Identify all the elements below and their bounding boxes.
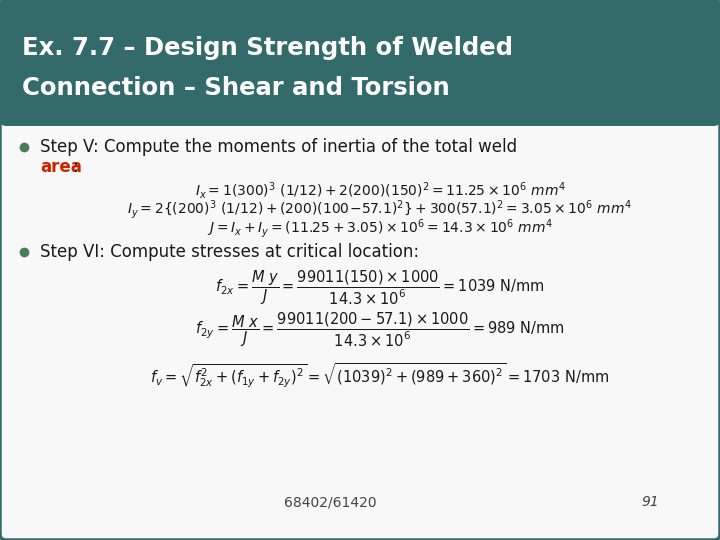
Text: Connection – Shear and Torsion: Connection – Shear and Torsion <box>22 76 450 100</box>
Text: $I_y = 2 \{(200)^3 \ (1/12)+(200)(100\!-\!57.1)^2 \}+ 300(57.1)^2=3.05\times10^6: $I_y = 2 \{(200)^3 \ (1/12)+(200)(100\!-… <box>127 199 633 221</box>
Bar <box>6 105 714 120</box>
Text: :: : <box>73 158 78 176</box>
Text: area: area <box>40 158 82 176</box>
Text: $I_x = 1(300)^3 \ (1/12)+2(200)(150)^2=11.25\times10^6 \ mm^4$: $I_x = 1(300)^3 \ (1/12)+2(200)(150)^2=1… <box>194 179 565 200</box>
Text: 68402/61420: 68402/61420 <box>284 495 377 509</box>
Text: $f_{2x} = \dfrac{M \ y}{J} = \dfrac{99011(150)\times1000}{14.3\times10^6} = 1039: $f_{2x} = \dfrac{M \ y}{J} = \dfrac{9901… <box>215 269 545 307</box>
Text: $f_{2y} = \dfrac{M \ x}{J} = \dfrac{99011(200-57.1)\times1000}{14.3\times10^6} =: $f_{2y} = \dfrac{M \ x}{J} = \dfrac{9901… <box>195 310 565 349</box>
FancyBboxPatch shape <box>0 0 720 126</box>
Text: $f_v = \sqrt{f_{2x}^2 + \left(f_{1y}+f_{2y}\right)^2} = \sqrt{(1039)^2+(989+360): $f_v = \sqrt{f_{2x}^2 + \left(f_{1y}+f_{… <box>150 361 610 389</box>
Text: Step V: Compute the moments of inertia of the total weld: Step V: Compute the moments of inertia o… <box>40 138 517 156</box>
Text: Ex. 7.7 – Design Strength of Welded: Ex. 7.7 – Design Strength of Welded <box>22 36 513 60</box>
Text: Step VI: Compute stresses at critical location:: Step VI: Compute stresses at critical lo… <box>40 243 419 261</box>
Text: $J = I_x + I_y = (11.25 + 3.05)\times10^6 = 14.3\times10^6 \ mm^4$: $J = I_x + I_y = (11.25 + 3.05)\times10^… <box>207 218 553 240</box>
Text: 91: 91 <box>641 495 659 509</box>
